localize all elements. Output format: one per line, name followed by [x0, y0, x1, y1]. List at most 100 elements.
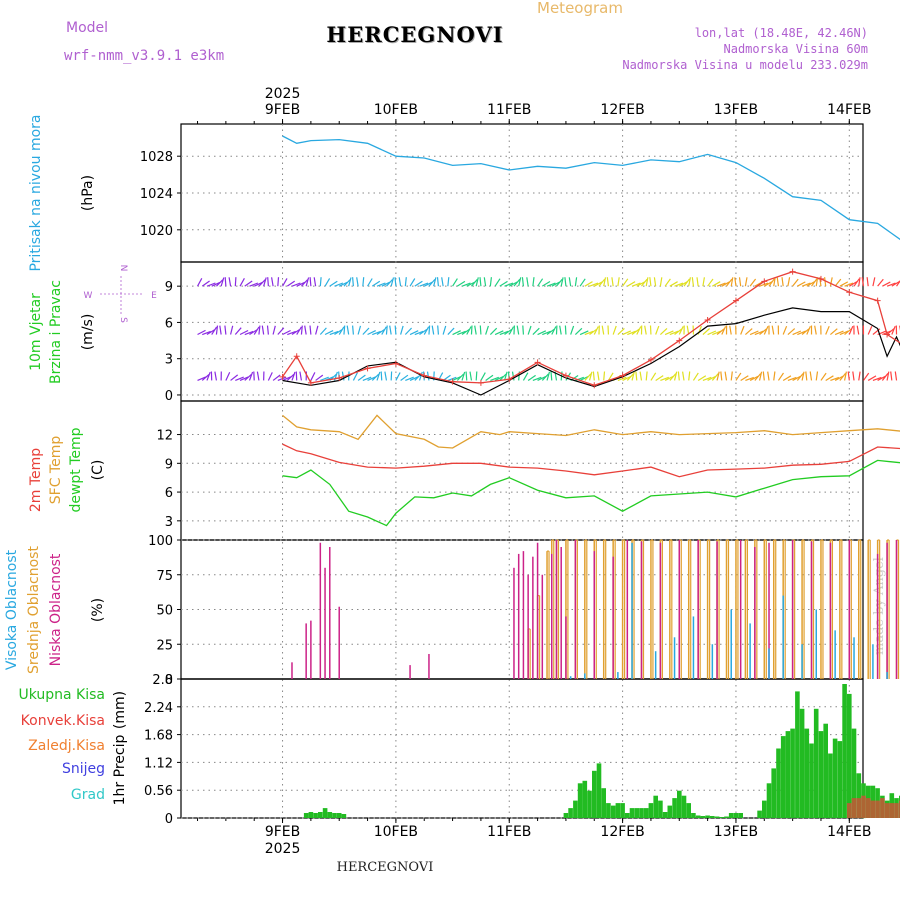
precip-total-bar	[303, 813, 309, 818]
precip-total-bar	[606, 803, 611, 818]
precip-total-bar	[322, 808, 328, 818]
wind-barb	[230, 374, 239, 381]
precip-conv-bar	[884, 803, 890, 818]
precip-total-bar	[677, 790, 682, 818]
wind-barb	[763, 281, 773, 287]
wind-barb	[197, 329, 206, 336]
wind-barb	[546, 282, 556, 287]
wind-barb	[639, 371, 643, 381]
label-layer: 9FEB 9FEB 10FEB 10FEB 11FEB 11FEB 12FEB 12FEB 13…	[4, 86, 871, 857]
wind-barb	[801, 371, 805, 381]
year-top-label: 2025	[265, 86, 301, 102]
wind-barb	[537, 376, 546, 381]
high-cloud-title: Visoka Oblacnost	[4, 549, 20, 670]
wind-barb	[631, 328, 640, 335]
wind-ytick-label: 9	[165, 280, 173, 295]
wind-barb	[763, 326, 769, 335]
wind-barb	[782, 325, 788, 335]
wind-barb	[866, 277, 869, 287]
wind-barb	[362, 327, 370, 335]
wind-barb	[409, 278, 416, 287]
wind-barb	[267, 277, 269, 287]
wind-barb	[729, 325, 732, 335]
wind-speed-marker	[874, 297, 881, 304]
wind-barb	[214, 371, 218, 381]
wind-barb	[550, 371, 553, 381]
wind-barb	[881, 373, 889, 381]
wind-barb	[319, 277, 322, 287]
wind-barb	[320, 376, 329, 382]
temp-ytick-label: 3	[165, 515, 173, 530]
precip-total-bar	[610, 805, 616, 818]
wind-ytick-label: 6	[165, 316, 173, 331]
precip-title: 1hr Precip	[112, 735, 128, 806]
wind-barb	[508, 326, 515, 335]
wind-speed-marker	[421, 372, 428, 379]
wind-barb	[674, 328, 683, 335]
wind-barb	[745, 376, 755, 382]
wind-barb	[542, 330, 551, 336]
wind-barb	[286, 280, 296, 287]
wind-title-1: 10m Vjetar	[28, 293, 44, 371]
wind-barb	[886, 371, 890, 381]
compass-west: W	[84, 291, 93, 301]
wind-speed-marker	[336, 375, 343, 382]
wind-barb	[688, 371, 691, 381]
wind-barb	[405, 376, 414, 382]
wind-barb	[271, 277, 274, 287]
wind-barb	[546, 328, 555, 336]
wind-speed-marker	[506, 376, 513, 383]
precip-total-bar	[842, 684, 847, 818]
wind-barb	[574, 277, 578, 287]
precip-total-bar	[582, 780, 588, 818]
wind-barb	[526, 277, 529, 287]
wind-barb	[211, 281, 221, 287]
wind-speed-marker	[279, 373, 286, 380]
wind-barb	[299, 371, 303, 381]
wind-barb	[574, 327, 583, 335]
cloud-ytick-label: 25	[156, 638, 173, 653]
precip-total-bar	[795, 691, 800, 818]
wind-barb	[877, 278, 884, 287]
precip-total-bar	[658, 800, 663, 818]
wind-barb	[315, 374, 324, 381]
wind-barb	[622, 375, 631, 381]
wind-barb	[707, 375, 716, 381]
wind-barb	[564, 325, 567, 335]
precip-total-bar	[847, 693, 852, 818]
wind-barb	[834, 375, 844, 381]
wind-barb	[228, 277, 232, 287]
precip-ytick-label: 0.56	[144, 784, 173, 799]
wind-barb	[716, 328, 725, 335]
top-day-label: 11FEB	[487, 102, 531, 118]
precip-total-bar	[672, 798, 677, 818]
wind-barb	[758, 371, 763, 381]
wind-barb	[489, 327, 498, 335]
wind-barb	[645, 277, 649, 287]
wind-barb	[324, 330, 334, 336]
precip-total-bar	[728, 813, 734, 818]
wind-barb	[206, 371, 211, 381]
wind-barb	[315, 325, 319, 335]
precip-total-bar	[686, 803, 691, 818]
wind-barb	[357, 325, 362, 335]
cloud-ytick-label: 75	[156, 569, 173, 584]
wind-barb	[612, 325, 617, 335]
compass-north: N	[118, 265, 128, 272]
precip-total-bar	[766, 783, 772, 819]
precip-legend-3: Snijeg	[62, 761, 105, 777]
wind-barb	[499, 280, 508, 287]
wind-speed-marker	[884, 331, 891, 338]
precip-total-bar	[336, 813, 342, 818]
wind-barb	[266, 325, 269, 335]
precip-total-bar	[313, 813, 318, 818]
wind-barb	[404, 327, 413, 335]
wind-barb	[797, 330, 806, 336]
wind-barb	[483, 277, 487, 287]
wind-barb	[805, 371, 808, 381]
wind-barb	[674, 282, 684, 287]
wind-barb	[357, 374, 366, 381]
wind-speed-marker	[761, 278, 768, 285]
wind-barb	[206, 282, 216, 287]
wind-barb	[559, 325, 562, 335]
